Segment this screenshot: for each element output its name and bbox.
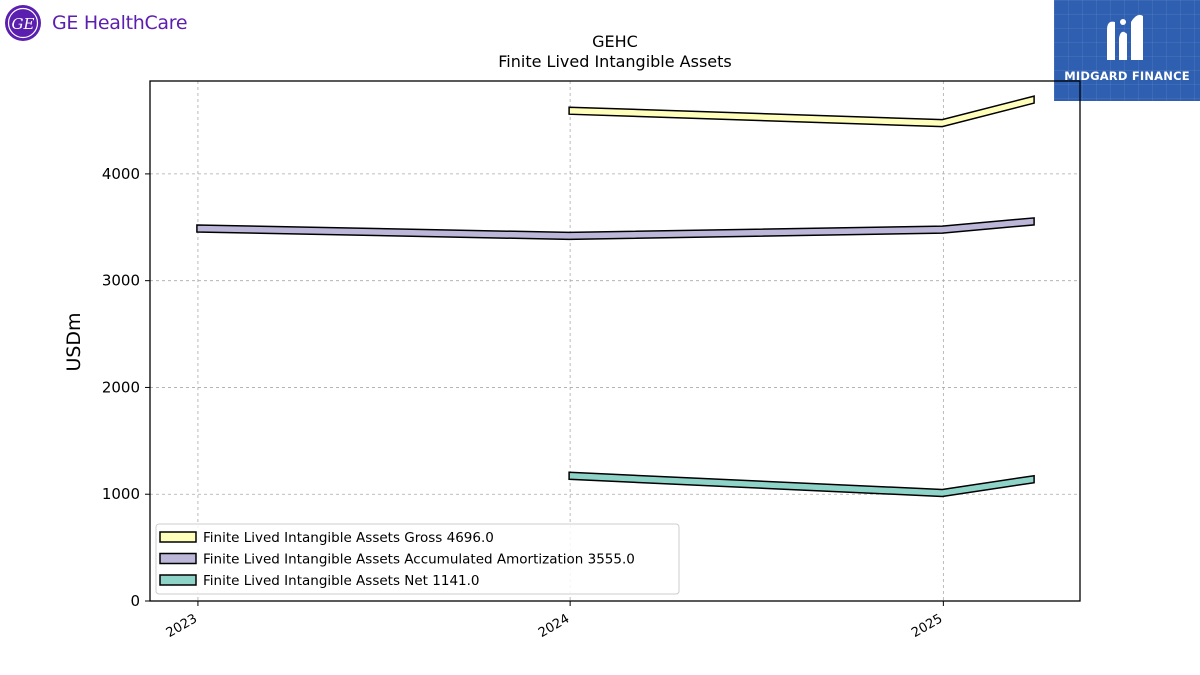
x-tick-label: 2023: [164, 611, 200, 641]
x-tick-label: 2025: [909, 611, 945, 641]
y-tick-label: 2000: [102, 378, 140, 396]
chart-title: GEHC: [592, 32, 638, 51]
chart-subtitle: Finite Lived Intangible Assets: [498, 52, 731, 71]
series-band-2: [196, 217, 1035, 241]
svg-text:GE: GE: [12, 15, 35, 33]
plot-frame: [149, 80, 1081, 602]
x-tick-label: 2024: [536, 611, 572, 641]
y-tick-label: 1000: [102, 485, 140, 503]
series-band-3: [568, 471, 1035, 498]
ge-monogram-icon: GE: [5, 5, 41, 41]
midgard-finance-wordmark: MIDGARD FINANCE: [1064, 69, 1190, 83]
legend: Finite Lived Intangible Assets Gross 469…: [155, 523, 680, 595]
midgard-m-icon: [1107, 14, 1143, 60]
series-layer: [196, 95, 1035, 498]
series-band-1: [568, 95, 1035, 128]
grid: [150, 81, 1080, 601]
legend-box: [155, 523, 680, 595]
legend-label: Finite Lived Intangible Assets Net 1141.…: [203, 573, 480, 589]
y-axis-label: USDm: [63, 312, 85, 371]
ge-healthcare-wordmark: GE HealthCare: [52, 12, 188, 34]
legend-swatch: [159, 552, 197, 565]
legend-label: Finite Lived Intangible Assets Accumulat…: [203, 552, 635, 568]
midgard-finance-logo: MIDGARD FINANCE: [1054, 0, 1200, 101]
y-tick-label: 0: [130, 592, 140, 610]
legend-swatch: [159, 574, 197, 586]
ge-healthcare-logo: GE GE HealthCare: [4, 4, 188, 42]
y-tick-label: 3000: [102, 272, 140, 290]
legend-label: Finite Lived Intangible Assets Gross 469…: [203, 530, 494, 546]
y-tick-label: 4000: [102, 165, 140, 183]
legend-swatch: [159, 531, 197, 543]
